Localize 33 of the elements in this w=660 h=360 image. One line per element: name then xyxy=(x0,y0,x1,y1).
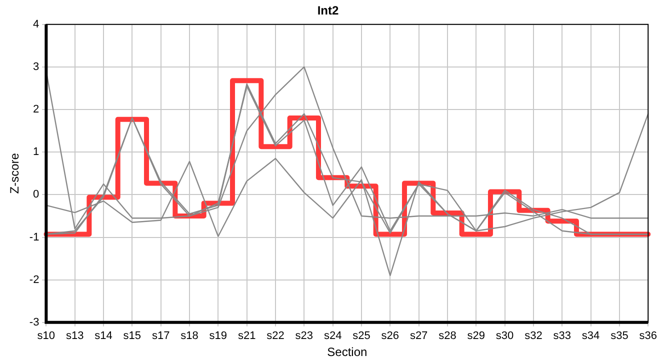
y-axis-title: Z-score xyxy=(8,152,22,194)
y-tick-label: 3 xyxy=(33,61,40,74)
x-tick-label: s29 xyxy=(467,330,486,342)
x-tick-label: s23 xyxy=(295,330,314,342)
y-tick-label: 1 xyxy=(33,146,40,158)
x-tick-label: s21 xyxy=(238,330,256,342)
y-tick-label: -3 xyxy=(29,316,40,328)
x-tick-label: s19 xyxy=(209,330,228,342)
y-tick-label: 4 xyxy=(33,18,40,30)
y-tick-label: -1 xyxy=(29,231,40,244)
x-tick-label: s24 xyxy=(324,330,342,342)
x-tick-label: s22 xyxy=(266,330,284,342)
x-tick-label: s32 xyxy=(524,330,542,342)
x-axis-title: Section xyxy=(327,345,368,360)
x-tick-label: s15 xyxy=(123,330,142,342)
x-tick-label: s34 xyxy=(582,330,600,342)
x-tick-label: s13 xyxy=(66,330,84,342)
x-tick-label: s18 xyxy=(180,330,198,342)
x-tick-label: s36 xyxy=(639,330,658,342)
x-tick-label: s35 xyxy=(610,330,628,342)
x-tick-label: s26 xyxy=(381,330,400,342)
chart-title: Int2 xyxy=(317,4,339,18)
x-tick-label: s33 xyxy=(553,330,572,342)
y-tick-label: 2 xyxy=(33,104,40,116)
y-tick-label: 0 xyxy=(33,188,40,201)
x-tick-label: s14 xyxy=(94,330,112,342)
x-tick-label: s27 xyxy=(410,330,428,342)
x-tick-label: s17 xyxy=(152,330,170,342)
x-tick-label: s25 xyxy=(352,330,370,342)
x-tick-label: s10 xyxy=(37,330,56,342)
y-tick-label: -2 xyxy=(29,274,40,286)
x-tick-label: s30 xyxy=(496,330,514,342)
x-tick-label: s28 xyxy=(438,330,456,342)
